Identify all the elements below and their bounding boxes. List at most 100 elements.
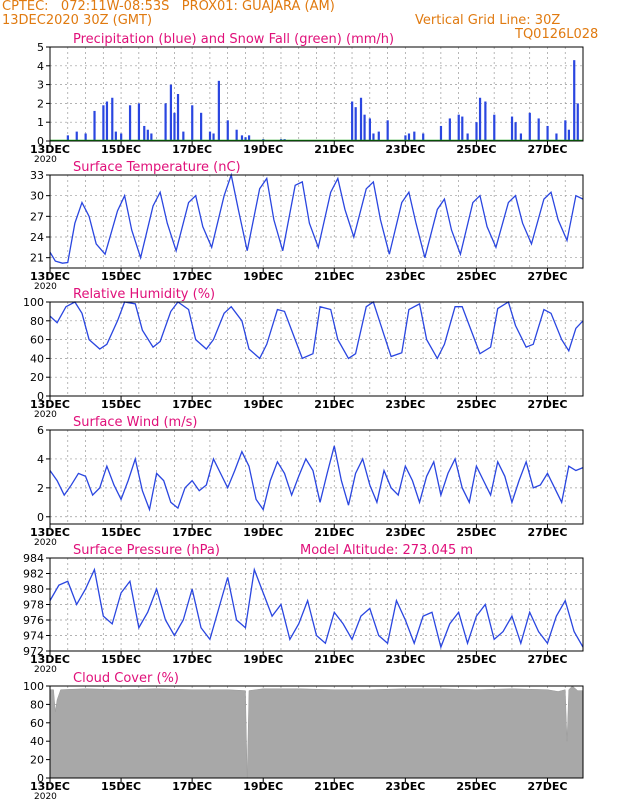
x-tick-label: 27DEC bbox=[527, 526, 567, 539]
x-tick-label: 25DEC bbox=[456, 143, 496, 156]
x-tick-label: 21DEC bbox=[314, 780, 354, 793]
panel-0: 0 1 2 3 4 5 13DEC 15DEC 17DEC 19DEC 21DEC 23DEC 25DE… bbox=[30, 32, 584, 165]
y-tick-label: 978 bbox=[23, 599, 44, 612]
x-tick-label: 23DEC bbox=[385, 398, 425, 411]
precip-bar bbox=[84, 133, 87, 141]
precip-bar bbox=[537, 118, 540, 141]
x-tick-label: 23DEC bbox=[385, 653, 425, 666]
series-line bbox=[49, 567, 584, 650]
precip-bar bbox=[226, 120, 229, 141]
precip-bar bbox=[102, 105, 105, 141]
precip-bar bbox=[111, 97, 114, 141]
precip-bar bbox=[493, 114, 496, 141]
y-tick-label: 40 bbox=[30, 352, 44, 365]
x-tick-label: 15DEC bbox=[101, 526, 141, 539]
precip-bar bbox=[457, 114, 460, 141]
panel-frame bbox=[49, 46, 584, 142]
x-tick-label: 23DEC bbox=[385, 143, 425, 156]
x-tick-label: 13DEC bbox=[30, 143, 70, 156]
y-tick-label: 1 bbox=[37, 116, 44, 129]
y-tick-label: 0 bbox=[37, 772, 44, 785]
x-tick-label: 13DEC bbox=[30, 398, 70, 411]
precip-bar bbox=[439, 125, 443, 141]
x-tick-label: 17DEC bbox=[172, 143, 212, 156]
x-tick-label: 17DEC bbox=[172, 398, 212, 411]
x-tick-label: 19DEC bbox=[243, 270, 283, 283]
precip-bar bbox=[528, 112, 531, 141]
series-line bbox=[49, 172, 584, 264]
precip-bar bbox=[164, 103, 167, 141]
precip-bar bbox=[217, 80, 220, 141]
precip-bar bbox=[484, 101, 487, 141]
precip-bar bbox=[567, 129, 570, 141]
precip-bar bbox=[173, 112, 176, 141]
panel-3: 0 2 4 6 13DEC 15DEC 17DEC 19DEC 21DEC 23DEC 25DEC 2… bbox=[30, 415, 584, 548]
precip-bar bbox=[546, 125, 549, 141]
panel-1: 21 24 27 30 33 13DEC 15DEC 17DEC 19DEC 21DEC 23DEC… bbox=[30, 160, 584, 292]
header-station: CPTEC: 072:11W-08:53S PROX01: GUAJARA (A… bbox=[2, 0, 335, 14]
header-run-time: 13DEC2020 30Z (GMT) bbox=[2, 13, 153, 28]
y-tick-label: 60 bbox=[30, 334, 44, 347]
precip-bar bbox=[247, 135, 251, 141]
x-tick-label: 25DEC bbox=[456, 653, 496, 666]
panel-5: 0 20 40 60 80 100 13DEC 15DEC 17DEC 19DEC 21DEC 23D… bbox=[23, 671, 584, 800]
y-tick-label: 6 bbox=[37, 424, 44, 437]
precip-bar bbox=[146, 129, 149, 141]
y-tick-label: 5 bbox=[37, 41, 44, 54]
panel-frame bbox=[49, 301, 584, 397]
x-tick-label: 15DEC bbox=[101, 143, 141, 156]
x-tick-label: 25DEC bbox=[456, 398, 496, 411]
x-tick-label: 27DEC bbox=[527, 653, 567, 666]
precip-bar bbox=[573, 60, 576, 141]
x-tick-label: 13DEC bbox=[30, 780, 70, 793]
precip-bar bbox=[564, 120, 567, 141]
x-tick-label: 27DEC bbox=[527, 780, 567, 793]
x-tick-label: 17DEC bbox=[172, 780, 212, 793]
year-label: 2020 bbox=[34, 282, 57, 292]
y-tick-label: 80 bbox=[30, 315, 44, 328]
series-line bbox=[49, 300, 584, 360]
y-tick-label: 20 bbox=[30, 371, 44, 384]
x-tick-label: 13DEC bbox=[30, 270, 70, 283]
y-tick-label: 0 bbox=[37, 390, 44, 403]
y-tick-label: 2 bbox=[37, 97, 44, 110]
precip-bar bbox=[137, 103, 141, 141]
precip-bar bbox=[169, 84, 173, 141]
year-label: 2020 bbox=[34, 665, 57, 675]
precip-bar bbox=[114, 131, 117, 141]
x-tick-label: 19DEC bbox=[243, 143, 283, 156]
x-tick-label: 13DEC bbox=[30, 653, 70, 666]
precip-bar bbox=[191, 105, 194, 141]
year-label: 2020 bbox=[34, 410, 57, 420]
precip-bar bbox=[150, 133, 153, 141]
precip-bar bbox=[143, 125, 146, 141]
y-tick-label: 30 bbox=[30, 190, 44, 203]
x-tick-label: 21DEC bbox=[314, 526, 354, 539]
x-tick-label: 19DEC bbox=[243, 653, 283, 666]
header-grid-note: Vertical Grid Line: 30Z bbox=[415, 13, 561, 28]
y-tick-label: 24 bbox=[30, 231, 44, 244]
year-label: 2020 bbox=[34, 538, 57, 548]
y-tick-label: 4 bbox=[37, 60, 44, 73]
x-tick-label: 19DEC bbox=[243, 780, 283, 793]
precip-bar bbox=[105, 101, 109, 141]
precip-bar bbox=[93, 110, 96, 141]
panel-title: Relative Humidity (%) bbox=[73, 287, 215, 302]
precip-bar bbox=[244, 137, 247, 141]
year-label: 2020 bbox=[34, 155, 57, 165]
y-tick-label: 100 bbox=[23, 296, 44, 309]
x-tick-label: 17DEC bbox=[172, 270, 212, 283]
y-tick-label: 976 bbox=[23, 614, 44, 627]
y-tick-label: 100 bbox=[23, 680, 44, 693]
precip-bar bbox=[359, 97, 363, 141]
x-tick-label: 13DEC bbox=[30, 526, 70, 539]
y-tick-label: 984 bbox=[23, 552, 44, 565]
y-tick-label: 4 bbox=[37, 453, 44, 466]
x-tick-label: 27DEC bbox=[527, 143, 567, 156]
y-tick-label: 40 bbox=[30, 735, 44, 748]
x-tick-label: 25DEC bbox=[456, 526, 496, 539]
precip-bar bbox=[354, 107, 357, 141]
x-tick-label: 19DEC bbox=[243, 526, 283, 539]
y-tick-label: 3 bbox=[37, 79, 44, 92]
